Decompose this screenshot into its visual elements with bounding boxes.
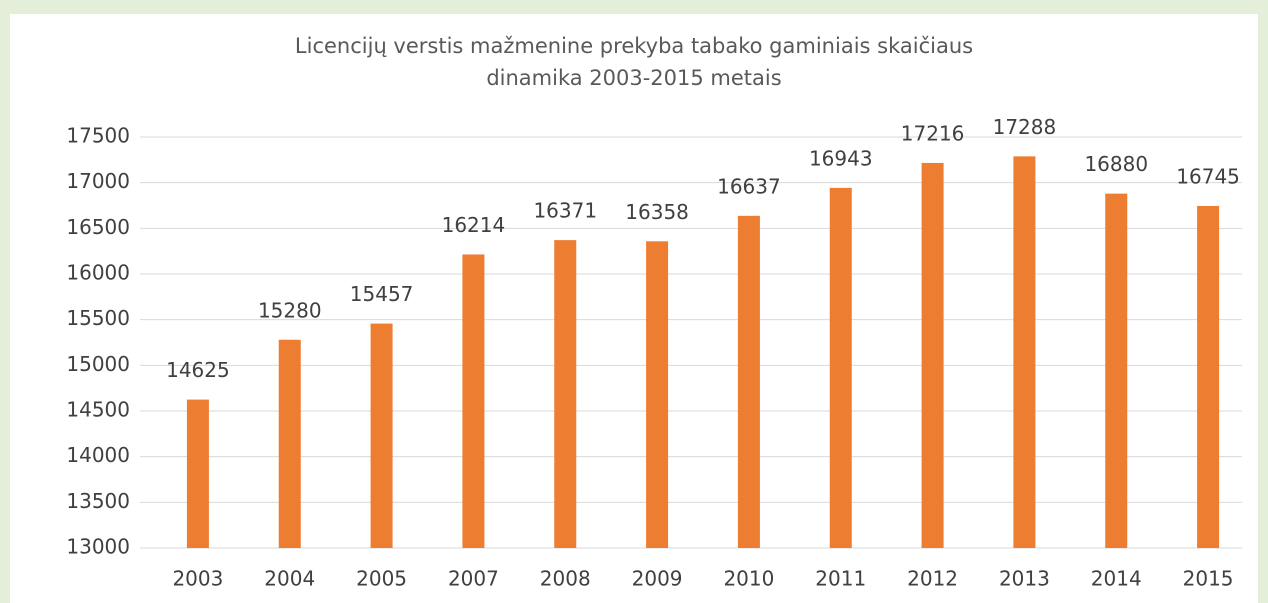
x-tick-label: 2005 [356,567,407,591]
y-tick-label: 13500 [66,489,130,513]
bar [370,323,393,548]
bar [554,240,577,548]
bar [829,187,852,548]
data-label: 17288 [993,115,1057,139]
y-tick-label: 14000 [66,443,130,467]
x-tick-label: 2010 [723,567,774,591]
x-tick-label: 2015 [1183,567,1234,591]
y-tick-label: 16000 [66,261,130,285]
data-label: 16880 [1084,152,1148,176]
y-tick-label: 14500 [66,398,130,422]
data-label: 15280 [258,298,322,322]
y-tick-label: 16500 [66,215,130,239]
y-tick-label: 15000 [66,352,130,376]
bar [462,254,485,549]
y-tick-label: 13000 [66,535,130,559]
data-label: 16637 [717,174,781,198]
bar [737,215,760,548]
x-tick-label: 2007 [448,567,499,591]
data-label: 17216 [901,121,965,145]
bar [278,339,301,548]
bar [646,241,669,548]
bar [1013,156,1036,548]
bar [1197,205,1220,548]
bar [186,399,209,548]
x-tick-label: 2004 [264,567,315,591]
x-tick-label: 2013 [999,567,1050,591]
y-tick-label: 15500 [66,306,130,330]
x-tick-label: 2014 [1091,567,1142,591]
chart-title: Licencijų verstis mažmenine prekyba taba… [294,34,974,90]
bar [1105,193,1128,549]
data-label: 16214 [442,213,506,237]
data-label: 16371 [533,199,597,223]
data-label: 14625 [166,358,230,382]
x-tick-label: 2003 [172,567,223,591]
x-tick-label: 2008 [540,567,591,591]
data-label: 16943 [809,146,873,170]
y-tick-label: 17500 [66,124,130,148]
chart-panel [10,14,1258,603]
data-label: 16358 [625,200,689,224]
bar [921,162,944,548]
y-tick-label: 17000 [66,169,130,193]
data-label: 16745 [1176,164,1240,188]
x-tick-label: 2009 [632,567,683,591]
x-tick-label: 2011 [815,567,866,591]
x-tick-label: 2012 [907,567,958,591]
data-label: 15457 [350,282,414,306]
